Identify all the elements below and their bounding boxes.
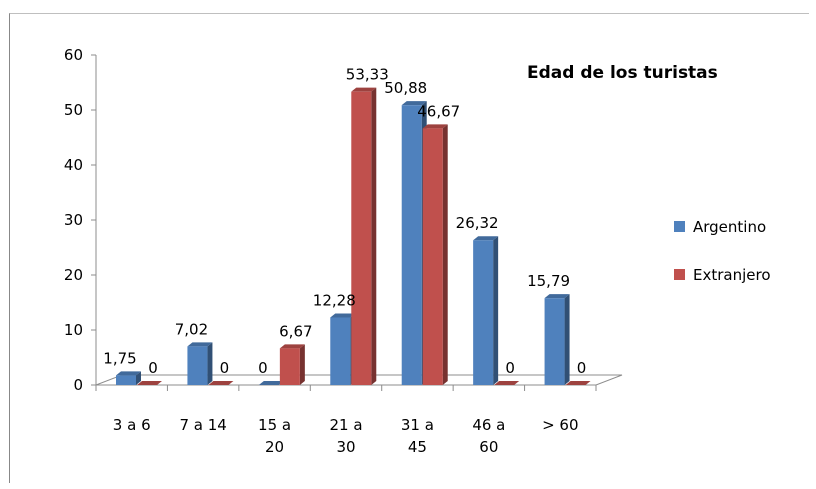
bar-side: [299, 344, 305, 385]
y-tick-label: 10: [64, 321, 83, 339]
bar-top: [279, 344, 305, 349]
bar-side: [442, 124, 448, 385]
bar-top: [544, 294, 570, 299]
x-tick-label-line: 31 a: [401, 416, 434, 434]
data-label-argentino-1: 7,02: [175, 320, 208, 338]
data-label-extranjero-1: 0: [220, 359, 230, 377]
y-tick-label: 60: [64, 46, 83, 64]
bar-front: [279, 348, 300, 385]
bars: [116, 87, 591, 385]
bar-front: [330, 317, 351, 385]
chart-title: Edad de los turistas: [527, 63, 718, 83]
data-label-extranjero-5: 0: [505, 359, 515, 377]
bar-argentino-6: [544, 294, 570, 385]
bar-front: [473, 240, 494, 385]
bar-side: [493, 236, 499, 385]
bar-extranjero-4: [422, 124, 448, 385]
bar-side: [371, 87, 377, 385]
x-tick-label: > 60: [542, 416, 578, 434]
x-tick-label: 3 a 6: [113, 416, 151, 434]
bar-top: [473, 236, 499, 241]
bar-top: [116, 371, 141, 376]
bar-top: [565, 381, 591, 385]
bar-top: [401, 101, 427, 106]
bar-front: [422, 128, 443, 385]
x-tick-label-line: 3 a 6: [113, 416, 151, 434]
legend-label-argentino: Argentino: [693, 218, 766, 236]
x-tick-label-line: 45: [408, 438, 427, 456]
x-tick-label-line: 7 a 14: [179, 416, 226, 434]
x-tick-label: 15 a 20: [258, 416, 291, 456]
x-tick-label-line: 46 a: [472, 416, 505, 434]
bar-extranjero-3: [351, 87, 377, 385]
bar-top: [187, 342, 213, 347]
legend-swatch-extranjero: [674, 269, 685, 280]
bar-extranjero-0: [137, 381, 162, 385]
data-label-extranjero-6: 0: [577, 359, 587, 377]
x-tick-label: 31 a 45: [401, 416, 434, 456]
x-tick-label: 21 a 30: [329, 416, 362, 456]
bar-front: [187, 346, 208, 385]
x-tick-label-line: 15 a: [258, 416, 291, 434]
data-label-argentino-5: 26,32: [456, 214, 499, 232]
bar-top: [351, 87, 377, 92]
y-tick-label: 40: [64, 156, 83, 174]
x-tick-label: 46 a 60: [472, 416, 505, 456]
y-tick-label: 0: [73, 376, 83, 394]
bar-front: [401, 105, 422, 385]
data-label-argentino-3: 12,28: [313, 291, 356, 309]
bar-top: [208, 381, 234, 385]
chart-frame: [9, 13, 809, 483]
bar-top: [330, 313, 356, 318]
axes: 0 10 20 30 40 50 60 3 a 6 7 a 14 15 a 20 21 a 30 31 a…: [64, 46, 597, 456]
bar-side: [136, 371, 141, 385]
data-labels: 1,75 7,02 0 12,28 50,88 26,32 15,79 0 0 6,67 53,33…: [103, 66, 586, 377]
bar-extranjero-2: [279, 344, 305, 385]
data-label-argentino-4: 50,88: [384, 79, 427, 97]
legend-swatch-argentino: [674, 221, 685, 232]
bar-front: [116, 375, 136, 385]
bar-extranjero-5: [494, 381, 520, 385]
bar-argentino-1: [187, 342, 213, 385]
bar-extranjero-1: [208, 381, 234, 385]
bar-top: [494, 381, 520, 385]
y-tick-label: 50: [64, 101, 83, 119]
y-tick-label: 30: [64, 211, 83, 229]
bar-top: [422, 124, 448, 129]
data-label-argentino-6: 15,79: [527, 272, 570, 290]
data-label-argentino-2: 0: [258, 359, 268, 377]
bar-top: [137, 381, 162, 385]
y-tick-label: 20: [64, 266, 83, 284]
bar-argentino-0: [116, 371, 141, 385]
bar-extranjero-6: [565, 381, 591, 385]
x-tick-label-line: 60: [479, 438, 498, 456]
x-tick-label-line: 30: [336, 438, 355, 456]
legend: Argentino Extranjero: [674, 218, 771, 284]
x-tick-label: 7 a 14: [179, 416, 226, 434]
data-label-extranjero-2: 6,67: [279, 322, 312, 340]
data-label-argentino-0: 1,75: [103, 349, 136, 367]
legend-label-extranjero: Extranjero: [693, 266, 771, 284]
bar-argentino-2: [258, 381, 284, 385]
bar-front: [351, 91, 372, 385]
data-label-extranjero-3: 53,33: [346, 66, 389, 84]
bar-side: [207, 342, 213, 385]
data-label-extranjero-4: 46,67: [417, 102, 460, 120]
bar-front: [544, 298, 565, 385]
bar-top: [258, 381, 284, 385]
x-tick-label-line: 20: [265, 438, 284, 456]
bar-side: [564, 294, 570, 385]
data-label-extranjero-0: 0: [148, 359, 158, 377]
x-tick-label-line: 21 a: [329, 416, 362, 434]
x-tick-label-line: > 60: [542, 416, 578, 434]
bar-argentino-5: [473, 236, 499, 385]
